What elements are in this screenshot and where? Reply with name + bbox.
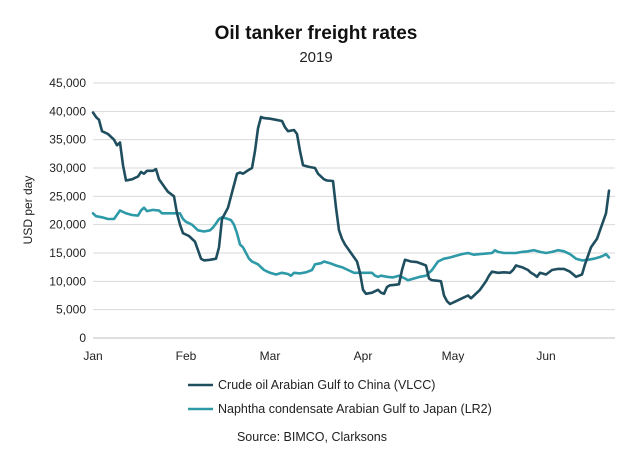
series-line-lr2 [91, 206, 611, 282]
series-lines [91, 111, 611, 306]
y-tick-label: 20,000 [49, 218, 86, 232]
y-tick-label: 45,000 [49, 76, 86, 90]
x-tick-label: Feb [176, 349, 197, 363]
y-axis-label: USD per day [21, 176, 35, 245]
y-axis-tick-labels: 0 5,000 10,000 15,000 20,000 25,000 30,000 35,0… [49, 76, 86, 345]
x-tick-label: Mar [260, 349, 281, 363]
y-tick-label: 5,000 [56, 303, 86, 317]
y-tick-label: 10,000 [49, 274, 86, 288]
x-axis-tick-labels: Jan Feb Mar Apr May Jun [83, 349, 555, 363]
legend: Crude oil Arabian Gulf to China (VLCC) N… [188, 378, 492, 416]
y-tick-label: 25,000 [49, 189, 86, 203]
source-note: Source: BIMCO, Clarksons [237, 430, 387, 444]
legend-label-vlcc: Crude oil Arabian Gulf to China (VLCC) [218, 378, 435, 392]
y-tick-label: 0 [79, 331, 86, 345]
x-tick-label: May [442, 349, 465, 363]
y-tick-label: 35,000 [49, 133, 86, 147]
y-tick-label: 15,000 [49, 246, 86, 260]
x-tick-label: Jan [83, 349, 102, 363]
chart-title: Oil tanker freight rates [215, 23, 418, 44]
y-tick-label: 30,000 [49, 161, 86, 175]
legend-label-lr2: Naphtha condensate Arabian Gulf to Japan… [218, 402, 492, 416]
x-tick-label: Apr [354, 349, 373, 363]
x-tick-label: Jun [536, 349, 555, 363]
chart-subtitle: 2019 [299, 49, 332, 66]
y-tick-label: 40,000 [49, 104, 86, 118]
series-line-vlcc [91, 111, 611, 306]
